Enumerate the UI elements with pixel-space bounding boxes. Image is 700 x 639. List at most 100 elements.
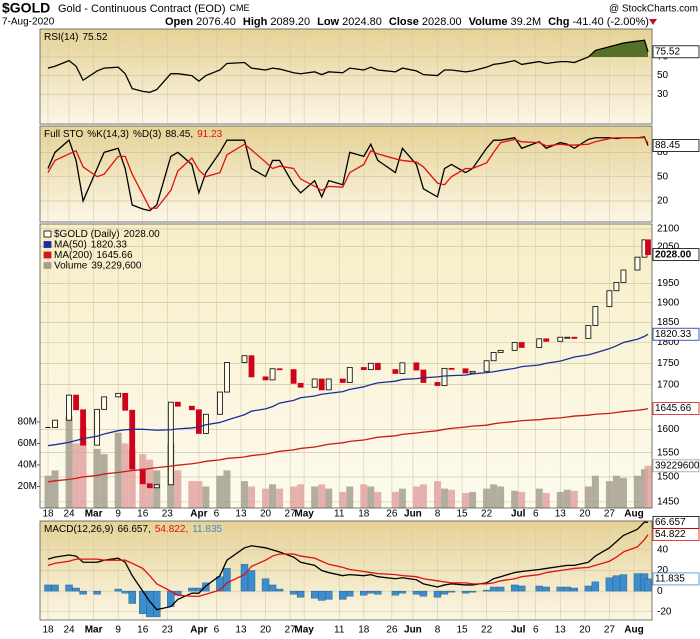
volume-bar [297,484,305,508]
y-tick-label: 1800 [657,337,680,348]
volume-bar [556,491,564,508]
x-axis-bottom-label: 11 [334,625,345,636]
value-tag [652,248,700,262]
overbought-area [588,40,648,57]
volume-bar [433,481,441,508]
x-axis-bottom-label: 22 [481,625,493,636]
histogram-bar [310,590,319,599]
series-value: 91.23 [197,129,222,140]
panel-frame [39,520,653,621]
line [47,521,649,611]
x-axis-bottom-label: 8 [435,625,441,636]
legend-value: 39,229,600 [91,260,141,271]
value-tag [652,528,700,541]
histogram-bar [447,590,456,593]
volume-bar [79,427,87,508]
histogram-bar [317,590,326,601]
volume-bar [542,492,550,508]
histogram-bar [268,584,277,592]
volume-bar [511,490,519,508]
x-axis-label: 15 [456,509,468,520]
volume-bar [153,470,161,508]
histogram-bar [79,590,87,595]
series-value: 54.822 [155,524,186,535]
candle-body [448,367,455,370]
series-name: RSI(14) [44,32,78,43]
candle-body [269,368,276,381]
candle-body [490,352,497,362]
field-value: 2089.20 [270,16,310,28]
line [47,534,649,597]
down-triangle [649,19,657,25]
volume-bar [276,488,284,508]
x-axis-label: 26 [386,509,398,520]
histogram-bar [612,575,621,592]
line [47,137,649,209]
y-tick-label: 50 [657,171,669,182]
panel-title: MACD(12,26,9) [44,524,113,535]
x-axis-bottom-label: Jun [404,625,422,636]
volume-bar [412,486,420,508]
volume-bar [640,469,648,508]
x-axis-label: 18 [42,509,54,520]
field-label: Volume [469,16,508,28]
line [47,39,649,93]
candle-body [66,394,72,421]
volume-bar [367,486,375,508]
legend-swatch [43,251,52,259]
x-axis-label: 13 [555,509,567,520]
panel-legend: Full STO %K(14,3) %D(3) 88.45, 91.23 [44,129,223,140]
x-axis-label: 27 [285,509,297,520]
candle-body [139,468,146,485]
legend-name: Volume [54,260,88,271]
candle-body [248,355,255,378]
candle-body [511,342,518,351]
value-tag [652,139,700,152]
volume-bar [360,484,368,508]
candle-body [497,349,504,353]
y-tick-label: 1750 [657,358,680,369]
line [47,407,649,483]
x-axis-label: 8 [435,509,441,520]
candle-body [318,378,325,391]
volume-bar [419,484,427,508]
candle-body [276,368,283,371]
histogram-bar [510,584,519,592]
candle-body [483,360,490,372]
value-tag [652,402,700,415]
y-tick-label: 1700 [657,379,680,390]
x-axis-bottom-label: Jul [511,625,526,636]
legend-entry: MA(200) 1645.66 [54,250,133,261]
legend-name: MA(200) [54,250,92,261]
y2-tick-label: 40M [18,460,37,471]
histogram-bar [93,590,101,595]
legend-entry: MA(50) 1820.33 [54,239,127,250]
histogram-bar [605,577,614,592]
y2-tick-label: 80M [18,417,37,428]
candle-body [374,362,381,371]
legend-name: MA(50) [54,239,87,250]
x-axis-bottom-label: 24 [63,625,75,636]
volume-bar [202,486,210,508]
histogram-bar [360,590,368,596]
histogram-bar [216,576,224,592]
histogram-bar [261,578,270,592]
candle-body [564,336,571,339]
candle-body [311,378,318,388]
volume-bar [223,470,231,508]
field-label: Open [165,16,193,28]
histogram-bar [433,590,442,598]
candle-body [620,269,627,283]
series-name: %D(3) [133,129,161,140]
histogram-bar [412,590,421,595]
candle-body [195,409,202,434]
candle-body [613,281,620,292]
volume-bar [216,475,224,508]
histogram-bar [114,588,122,592]
histogram-bar [482,589,491,592]
histogram-bar [223,568,231,592]
volume-bar [51,470,59,508]
x-axis-bottom-label: Aug [624,625,643,636]
series-value: 88.45 [165,129,190,140]
x-axis-label: May [294,509,314,520]
